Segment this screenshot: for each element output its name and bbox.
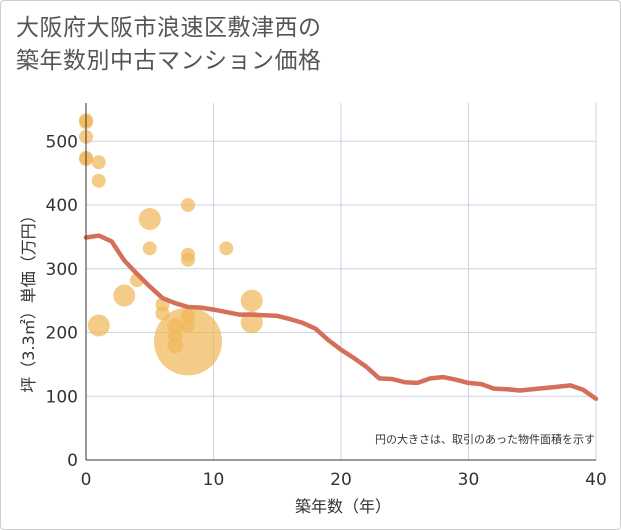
bubble-point — [91, 173, 106, 188]
x-tick-labels: 0 10 20 30 40 — [81, 470, 607, 490]
bubble-point — [219, 241, 234, 256]
x-tick-label: 40 — [585, 470, 607, 490]
bubble-point — [154, 307, 222, 376]
chart-title: 大阪府大阪市浪速区敷津西の 築年数別中古マンション価格 — [16, 12, 322, 78]
grid-lines — [86, 103, 597, 460]
x-tick-label: 20 — [330, 470, 352, 490]
y-tick-label: 400 — [46, 196, 78, 216]
y-tick-label: 0 — [67, 451, 78, 471]
axes — [85, 103, 596, 461]
y-tick-label: 300 — [46, 260, 78, 280]
bubble-point — [87, 314, 110, 337]
y-tick-label: 100 — [46, 387, 78, 407]
chart-title-line-1: 大阪府大阪市浪速区敷津西の — [16, 15, 322, 41]
x-tick-label: 10 — [203, 470, 225, 490]
y-tick-label: 200 — [46, 324, 78, 344]
y-tick-labels: 0 100 200 300 400 500 — [46, 132, 78, 471]
bubble-point — [181, 252, 195, 267]
x-axis-label: 築年数（年） — [295, 497, 391, 516]
chart-title-line-2: 築年数別中古マンション価格 — [16, 48, 322, 74]
bubble-size-note: 円の大きさは、取引のあった物件面積を示す — [375, 432, 595, 446]
bubble-point — [142, 241, 157, 256]
x-tick-label: 0 — [81, 470, 92, 490]
bubble-point — [113, 284, 136, 307]
x-tick-label: 30 — [458, 470, 480, 490]
bubble-point — [91, 155, 106, 170]
bubble-series — [79, 113, 263, 376]
price-line-series — [83, 233, 599, 402]
y-axis-label: 坪（3.3㎡）単価（万円） — [19, 207, 38, 392]
bubble-point — [240, 289, 263, 312]
average-price-line — [83, 233, 599, 402]
bubble-point — [138, 208, 161, 231]
y-tick-label: 500 — [46, 132, 78, 152]
bubble-point — [181, 198, 195, 212]
